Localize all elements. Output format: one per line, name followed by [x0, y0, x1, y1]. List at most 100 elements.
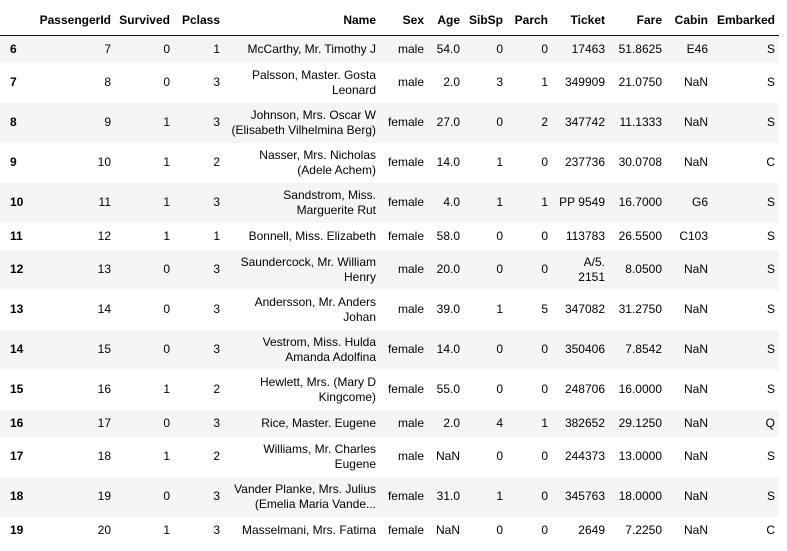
cell-pclass: 3: [213, 415, 220, 430]
cell-fare: 31.2750: [618, 302, 662, 316]
cell-sex: female: [387, 489, 424, 503]
cell-name: Masselmani, Mrs. Fatima: [241, 523, 376, 537]
cell-survived: 0: [163, 342, 170, 356]
row-index: 13: [10, 302, 24, 316]
cell-fare: 16.7000: [618, 195, 662, 209]
cell-passengerid: 17: [97, 415, 111, 430]
cell-sex: female: [387, 342, 424, 356]
cell-sibsp: 1: [496, 302, 503, 316]
table-row: 15 16 1 2 Hewlett, Mrs. (Mary D Kingcome) fem…: [0, 369, 779, 410]
cell-age: NaN: [435, 523, 460, 537]
row-index: 12: [10, 262, 24, 276]
cell-name: Palsson, Master. Gosta Leonard: [251, 67, 376, 97]
cell-cabin: NaN: [683, 155, 708, 169]
cell-pclass: 3: [213, 489, 220, 503]
cell-name: McCarthy, Mr. Timothy J: [247, 41, 376, 56]
cell-name: Rice, Master. Eugene: [261, 415, 376, 430]
cell-name: Nasser, Mrs. Nicholas (Adele Achem): [259, 147, 376, 177]
row-index: 10: [10, 195, 24, 209]
cell-pclass: 3: [213, 195, 220, 209]
cell-sex: female: [387, 382, 424, 396]
cell-ticket: 244373: [564, 449, 605, 463]
cell-age: NaN: [435, 449, 460, 463]
header-cell-name: Name: [224, 5, 380, 36]
cell-cabin: NaN: [683, 342, 708, 356]
cell-parch: 1: [541, 75, 548, 89]
cell-embarked: S: [766, 342, 775, 356]
table-row: 9 10 1 2 Nasser, Mrs. Nicholas (Adele Achem)…: [0, 142, 779, 183]
cell-sex: female: [387, 195, 424, 209]
table-row: 13 14 0 3 Andersson, Mr. Anders Johan male 39.…: [0, 289, 779, 330]
cell-name: Andersson, Mr. Anders Johan: [254, 294, 376, 324]
cell-sex: male: [397, 262, 424, 276]
cell-name: Bonnell, Miss. Elizabeth: [248, 228, 376, 243]
cell-cabin: NaN: [683, 75, 708, 89]
cell-sex: male: [397, 75, 424, 89]
cell-embarked: S: [766, 228, 775, 243]
cell-age: 54.0: [436, 41, 460, 56]
cell-fare: 7.8542: [625, 342, 662, 356]
cell-fare: 11.1333: [619, 115, 663, 129]
header-cell-age: Age: [428, 5, 464, 36]
cell-parch: 1: [541, 195, 548, 209]
cell-sibsp: 0: [496, 342, 503, 356]
cell-name: Johnson, Mrs. Oscar W (Elisabeth Vilhelm…: [231, 107, 376, 137]
cell-name: Vander Planke, Mrs. Julius (Emelia Maria…: [234, 481, 376, 511]
cell-fare: 8.0500: [625, 262, 662, 276]
cell-fare: 18.0000: [618, 489, 662, 503]
cell-survived: 0: [163, 302, 170, 316]
cell-embarked: S: [766, 41, 775, 56]
cell-cabin: C103: [679, 228, 708, 243]
cell-embarked: C: [766, 155, 775, 169]
cell-embarked: S: [766, 195, 775, 209]
cell-pclass: 2: [213, 382, 220, 396]
header-cell-index: [0, 5, 30, 36]
header-cell-pclass: Pclass: [174, 5, 224, 36]
cell-cabin: NaN: [683, 449, 708, 463]
table-row: 7 8 0 3 Palsson, Master. Gosta Leonard male 2.…: [0, 62, 779, 103]
cell-passengerid: 8: [104, 75, 111, 89]
cell-passengerid: 19: [97, 489, 111, 503]
cell-sibsp: 1: [496, 195, 503, 209]
cell-age: 2.0: [443, 75, 460, 89]
cell-cabin: NaN: [683, 262, 708, 276]
cell-name: Hewlett, Mrs. (Mary D Kingcome): [259, 374, 376, 404]
cell-age: 55.0: [436, 382, 460, 396]
cell-parch: 0: [541, 155, 548, 169]
cell-parch: 0: [541, 262, 548, 276]
cell-sibsp: 0: [496, 449, 503, 463]
cell-name: Vestrom, Miss. Hulda Amanda Adolfina: [262, 334, 376, 364]
header-cell-sibsp: SibSp: [464, 5, 507, 36]
cell-parch: 0: [541, 449, 548, 463]
cell-passengerid: 18: [97, 449, 111, 463]
cell-passengerid: 7: [104, 41, 111, 56]
cell-cabin: NaN: [683, 415, 708, 430]
cell-pclass: 3: [213, 523, 220, 537]
table-header: PassengerId Survived Pclass Name Sex Age…: [0, 5, 779, 36]
cell-passengerid: 15: [97, 342, 111, 356]
cell-pclass: 3: [213, 115, 220, 129]
header-cell-cabin: Cabin: [666, 5, 712, 36]
row-index: 11: [10, 228, 23, 243]
cell-age: 31.0: [436, 489, 460, 503]
cell-fare: 21.0750: [618, 75, 662, 89]
cell-age: 2.0: [443, 415, 460, 430]
cell-cabin: E46: [686, 41, 708, 56]
cell-ticket: 237736: [564, 155, 605, 169]
cell-cabin: G6: [691, 195, 708, 209]
cell-passengerid: 10: [97, 155, 111, 169]
cell-parch: 0: [541, 523, 548, 537]
cell-age: 4.0: [443, 195, 460, 209]
cell-pclass: 3: [213, 302, 220, 316]
cell-fare: 51.8625: [618, 41, 662, 56]
cell-cabin: NaN: [683, 115, 708, 129]
cell-name: Saundercock, Mr. William Henry: [240, 254, 376, 284]
cell-parch: 0: [541, 228, 548, 243]
cell-ticket: A/5. 2151: [578, 254, 605, 284]
cell-pclass: 1: [213, 41, 220, 56]
cell-sex: male: [397, 302, 424, 316]
row-index: 15: [10, 382, 24, 396]
cell-parch: 1: [541, 415, 548, 430]
cell-sibsp: 1: [496, 489, 503, 503]
